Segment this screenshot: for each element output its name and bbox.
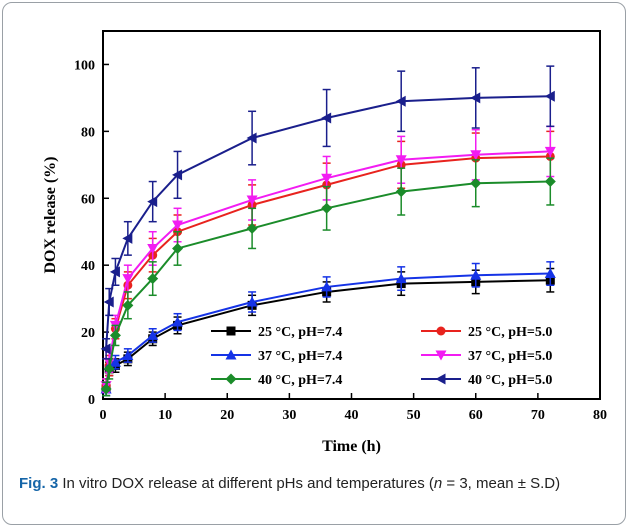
x-tick-label: 80 <box>593 408 607 423</box>
data-point <box>109 329 121 341</box>
data-point <box>172 316 184 327</box>
caption-text-end: = 3, mean ± S.D) <box>442 475 561 492</box>
series-3 <box>100 261 556 397</box>
legend-label: 40 °C, pH=7.4 <box>258 373 342 388</box>
y-tick-label: 80 <box>81 125 95 140</box>
x-axis-label: Time (h) <box>322 438 381 455</box>
data-point <box>321 202 333 214</box>
x-tick-label: 60 <box>469 408 483 423</box>
series-line <box>105 95 551 349</box>
data-point <box>246 296 258 307</box>
data-point <box>246 132 257 144</box>
series-5 <box>100 157 556 397</box>
data-point <box>122 350 134 361</box>
data-point <box>470 269 482 280</box>
data-point <box>103 363 115 375</box>
legend-marker <box>435 373 446 385</box>
data-point <box>321 112 332 124</box>
legend-label: 40 °C, pH=5.0 <box>468 373 552 388</box>
data-point <box>395 155 407 166</box>
x-tick-label: 50 <box>407 408 421 423</box>
data-point <box>470 150 482 161</box>
data-point <box>147 329 159 340</box>
legend-label: 25 °C, pH=7.4 <box>258 325 342 340</box>
caption-text: In vitro DOX release at different pHs an… <box>58 475 434 492</box>
figure-frame: 0 10 20 30 40 50 60 70 80 0 20 40 60 80 100 Time (h) DOX… <box>2 2 626 525</box>
y-tick-label: 100 <box>74 58 95 73</box>
data-point <box>544 268 556 279</box>
legend-label: 25 °C, pH=5.0 <box>468 325 552 340</box>
data-point <box>470 92 481 104</box>
y-tick-label: 40 <box>81 259 95 274</box>
legend-marker <box>435 350 447 361</box>
data-point <box>470 177 482 189</box>
data-point <box>122 299 134 311</box>
x-tick-label: 0 <box>100 408 107 423</box>
data-point <box>246 222 258 234</box>
y-tick-label: 0 <box>88 393 95 408</box>
legend-marker <box>436 326 446 336</box>
legend-marker <box>225 349 237 360</box>
data-point <box>321 173 333 184</box>
x-tick-label: 70 <box>531 408 545 423</box>
data-point <box>395 186 407 198</box>
x-tick-label: 10 <box>158 408 172 423</box>
data-point <box>109 266 120 278</box>
data-point <box>395 95 406 107</box>
data-point <box>122 232 133 244</box>
legend-marker <box>225 373 237 385</box>
caption-label: Fig. 3 <box>19 475 59 492</box>
y-axis-label: DOX release (%) <box>42 157 59 274</box>
data-point <box>103 296 114 308</box>
data-point <box>109 356 121 367</box>
figure-caption: Fig. 3 In vitro DOX release at different… <box>19 473 619 494</box>
data-point <box>172 169 183 181</box>
x-tick-label: 20 <box>220 408 234 423</box>
data-point <box>544 90 555 102</box>
data-point <box>246 195 258 206</box>
data-point <box>147 196 158 208</box>
data-point <box>100 383 112 395</box>
data-point <box>172 242 184 254</box>
data-point <box>544 146 556 157</box>
legend-label: 37 °C, pH=7.4 <box>258 349 342 364</box>
caption-n: n <box>433 475 443 492</box>
data-point <box>147 243 159 254</box>
x-tick-label: 30 <box>282 408 296 423</box>
data-point <box>544 176 556 188</box>
y-tick-label: 60 <box>81 192 95 207</box>
x-tick-label: 40 <box>345 408 359 423</box>
legend-marker <box>226 326 236 336</box>
series-6 <box>100 65 555 360</box>
y-tick-label: 20 <box>81 326 95 341</box>
release-chart: 0 10 20 30 40 50 60 70 80 0 20 40 60 80 100 Time (h) DOX… <box>42 30 607 455</box>
data-point <box>122 274 134 285</box>
data-point <box>321 281 333 292</box>
legend-label: 37 °C, pH=5.0 <box>468 349 552 364</box>
legend: 25 °C, pH=7.4 25 °C, pH=5.0 37 °C, pH=7.4 3… <box>211 325 552 388</box>
data-point <box>172 220 184 231</box>
data-point <box>100 343 111 355</box>
data-point <box>395 273 407 284</box>
data-point <box>147 273 159 285</box>
